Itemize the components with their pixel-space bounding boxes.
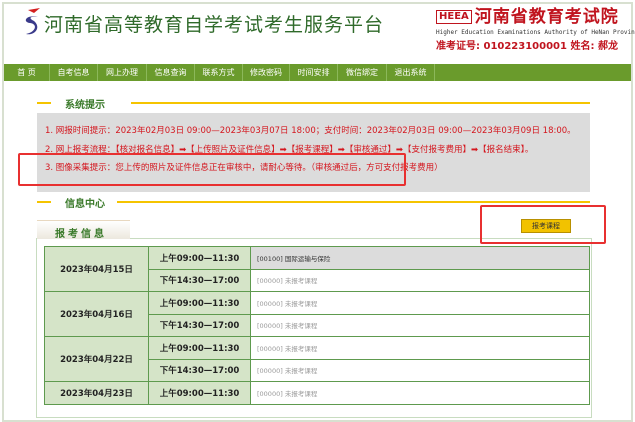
platform-logo-icon bbox=[25, 8, 40, 35]
exam-course: [00100] 国际运输与保险 bbox=[250, 246, 590, 270]
system-notice-header: 系统提示 bbox=[37, 96, 590, 111]
exam-course: [00000] 未报考课程 bbox=[250, 268, 590, 292]
highlight-box bbox=[18, 153, 406, 186]
exam-course: [00000] 未报考课程 bbox=[250, 358, 590, 382]
exam-date: 2023年04月22日 bbox=[44, 336, 149, 382]
notice-line: 2. 网上报考流程：【核对报名信息】➡【上传照片及证件信息】➡【报考课程】➡【审… bbox=[45, 144, 534, 155]
site-title: 河南省高等教育自学考试考生服务平台 bbox=[44, 14, 385, 36]
nav-logout[interactable]: 退出系统 bbox=[387, 64, 435, 81]
info-center-header: 信息中心 bbox=[37, 195, 590, 210]
tab-exam-info[interactable]: 报考信息 bbox=[37, 220, 130, 240]
exam-time: 下午14:30—17:00 bbox=[148, 268, 251, 292]
exam-time: 上午09:00—11:30 bbox=[148, 246, 251, 270]
exam-time: 下午14:30—17:00 bbox=[148, 358, 251, 382]
section-title: 系统提示 bbox=[65, 100, 105, 111]
nav-info-query[interactable]: 信息查询 bbox=[147, 64, 195, 81]
nav-home[interactable]: 首 页 bbox=[4, 64, 50, 81]
org-logo: HEEA bbox=[436, 10, 472, 24]
exam-course: [00000] 未报考课程 bbox=[250, 291, 590, 315]
exam-time: 上午09:00—11:30 bbox=[148, 336, 251, 360]
exam-date: 2023年04月16日 bbox=[44, 291, 149, 337]
exam-date: 2023年04月15日 bbox=[44, 246, 149, 292]
table-row: 2023年04月16日 上午09:00—11:30 [00000] 未报考课程 bbox=[44, 291, 590, 337]
nav-online-service[interactable]: 网上办理 bbox=[98, 64, 147, 81]
exam-course: [00000] 未报考课程 bbox=[250, 313, 590, 337]
nav-wechat-bind[interactable]: 微信绑定 bbox=[338, 64, 387, 81]
table-row: 2023年04月15日 上午09:00—11:30 [00100] 国际运输与保险 bbox=[44, 246, 590, 292]
org-title: 河南省教育考试院 bbox=[474, 7, 619, 27]
highlight-box bbox=[480, 205, 606, 244]
exam-time: 下午14:30—17:00 bbox=[148, 313, 251, 337]
table-row: 下午14:30—17:00 [00000] 未报考课程 bbox=[45, 313, 590, 337]
exam-course: [00000] 未报考课程 bbox=[250, 336, 590, 360]
org-english-name: Higher Education Examinations Authority … bbox=[436, 29, 635, 36]
nav-contact[interactable]: 联系方式 bbox=[195, 64, 243, 81]
nav-change-password[interactable]: 修改密码 bbox=[243, 64, 290, 81]
notice-line: 1. 网报时间提示：2023年02月03日 09:00—2023年03月07日 … bbox=[45, 126, 576, 136]
table-row: 2023年04月23日 上午09:00—11:30 [00000] 未报考课程 bbox=[44, 381, 590, 405]
system-notice: 1. 网报时间提示：2023年02月03日 09:00—2023年03月07日 … bbox=[37, 113, 590, 192]
notice-line: 3. 图像采集提示：您上传的照片及证件信息正在审核中，请耐心等待。（审核通过后，… bbox=[45, 163, 443, 173]
exam-time: 上午09:00—11:30 bbox=[148, 381, 251, 405]
nav-exam-info[interactable]: 自考信息 bbox=[50, 64, 98, 81]
org-name: HEEA 河南省教育考试院 bbox=[436, 6, 619, 28]
student-info: 准考证号: 010223100001 姓名: 郝龙 bbox=[436, 41, 618, 52]
main-nav: 首 页 自考信息 网上办理 信息查询 联系方式 修改密码 时间安排 微信绑定 退… bbox=[4, 64, 631, 81]
table-row: 2023年04月22日 上午09:00—11:30 [00000] 未报考课程 bbox=[44, 336, 590, 382]
exam-date: 2023年04月23日 bbox=[44, 381, 149, 405]
exam-schedule-table: 2023年04月15日 上午09:00—11:30 [00100] 国际运输与保险下… bbox=[44, 246, 590, 405]
exam-course: [00000] 未报考课程 bbox=[250, 381, 590, 405]
section-title: 信息中心 bbox=[65, 199, 105, 210]
exam-time: 上午09:00—11:30 bbox=[148, 291, 251, 315]
nav-schedule[interactable]: 时间安排 bbox=[290, 64, 338, 81]
register-course-button[interactable]: 报考课程 bbox=[521, 219, 571, 233]
